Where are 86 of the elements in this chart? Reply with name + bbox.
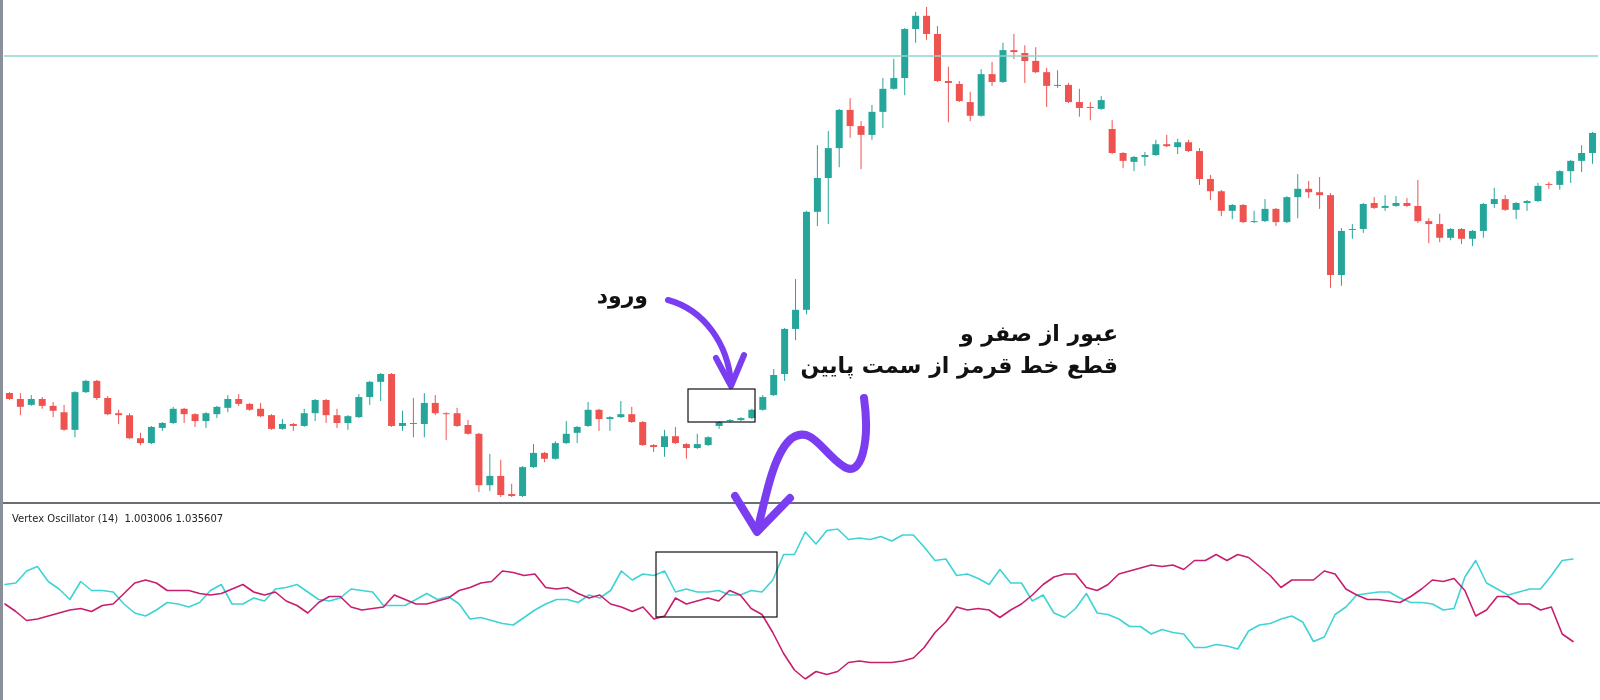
- candlestick: [1490, 187, 1498, 209]
- candlestick: [1272, 207, 1280, 227]
- candlestick: [409, 397, 417, 438]
- candlestick: [846, 97, 854, 139]
- candlestick: [1545, 181, 1553, 190]
- candlestick: [377, 372, 385, 402]
- candlestick: [486, 453, 494, 492]
- candlestick: [300, 408, 308, 428]
- candlestick: [1119, 151, 1127, 169]
- candlestick: [617, 400, 625, 419]
- candlestick: [595, 408, 603, 432]
- candlestick: [497, 459, 505, 498]
- candlestick: [1392, 195, 1400, 208]
- candlestick: [366, 380, 374, 406]
- candlestick: [1425, 217, 1433, 244]
- candlestick: [1414, 179, 1422, 224]
- candlestick: [868, 104, 876, 141]
- candlestick: [1043, 67, 1051, 108]
- candlestick: [311, 398, 319, 422]
- candlestick: [1512, 201, 1520, 220]
- candlestick: [1206, 174, 1214, 201]
- candlestick: [792, 278, 800, 341]
- chart-title: Vertex Oscillator (14) 1.003006 1.035607: [12, 512, 224, 524]
- candlestick: [1534, 182, 1542, 203]
- candlestick: [49, 401, 57, 418]
- candlestick: [1403, 197, 1411, 208]
- candlestick: [1316, 176, 1324, 210]
- candlestick: [1556, 169, 1564, 191]
- candlestick: [180, 407, 188, 424]
- candlestick: [530, 443, 538, 469]
- candlestick: [639, 420, 647, 447]
- candlestick: [1348, 223, 1356, 240]
- candlestick: [1086, 101, 1094, 121]
- candlestick: [1250, 210, 1258, 224]
- candlestick: [1075, 88, 1083, 118]
- candlestick: [126, 412, 134, 440]
- candlestick: [1261, 198, 1269, 223]
- candlestick: [912, 11, 920, 44]
- candlestick: [1578, 144, 1586, 173]
- candlestick: [1064, 82, 1072, 104]
- candlestick: [322, 398, 330, 424]
- candlestick: [890, 58, 898, 91]
- candlestick: [551, 440, 559, 461]
- candlestick: [431, 394, 439, 416]
- candlestick: [1054, 69, 1062, 89]
- candlestick: [399, 410, 406, 432]
- candlestick: [442, 411, 450, 441]
- candlestick: [453, 407, 461, 428]
- candlestick: [104, 395, 112, 416]
- candlestick: [191, 412, 199, 428]
- candlestick: [60, 404, 68, 432]
- candlestick: [1294, 173, 1302, 219]
- candlestick: [944, 66, 952, 123]
- candlestick: [1589, 131, 1597, 165]
- candlestick: [420, 392, 428, 438]
- candlestick: [355, 393, 363, 419]
- candlestick: [1523, 199, 1531, 212]
- candlestick: [1239, 203, 1247, 224]
- candlestick: [966, 91, 974, 122]
- candlestick: [16, 392, 24, 416]
- candlestick: [955, 80, 963, 103]
- candlestick: [1217, 189, 1225, 217]
- candlestick: [770, 368, 778, 397]
- candlestick: [879, 77, 887, 129]
- candlestick: [344, 414, 352, 431]
- candlestick: [1010, 33, 1018, 60]
- candlestick: [1032, 46, 1040, 74]
- candlestick: [1130, 155, 1138, 172]
- candlestick: [562, 420, 570, 445]
- candlestick: [147, 425, 155, 445]
- candlestick: [1141, 151, 1149, 167]
- candlestick: [1567, 159, 1575, 184]
- annotation: ورود: [596, 282, 648, 311]
- candlestick: [661, 429, 669, 458]
- candlestick: [857, 120, 865, 170]
- candlestick: [202, 411, 210, 429]
- candlestick: [93, 379, 101, 401]
- candlestick: [606, 415, 614, 432]
- candlestick: [737, 416, 745, 422]
- candlestick: [584, 401, 592, 428]
- candlestick: [333, 408, 341, 429]
- candlestick: [988, 61, 996, 87]
- candlestick: [923, 6, 931, 41]
- candlestick: [1436, 213, 1444, 243]
- candlestick: [1381, 194, 1389, 212]
- annotation: عبور از صفر و قطع خط قرمز از سمت پایین: [800, 320, 1118, 381]
